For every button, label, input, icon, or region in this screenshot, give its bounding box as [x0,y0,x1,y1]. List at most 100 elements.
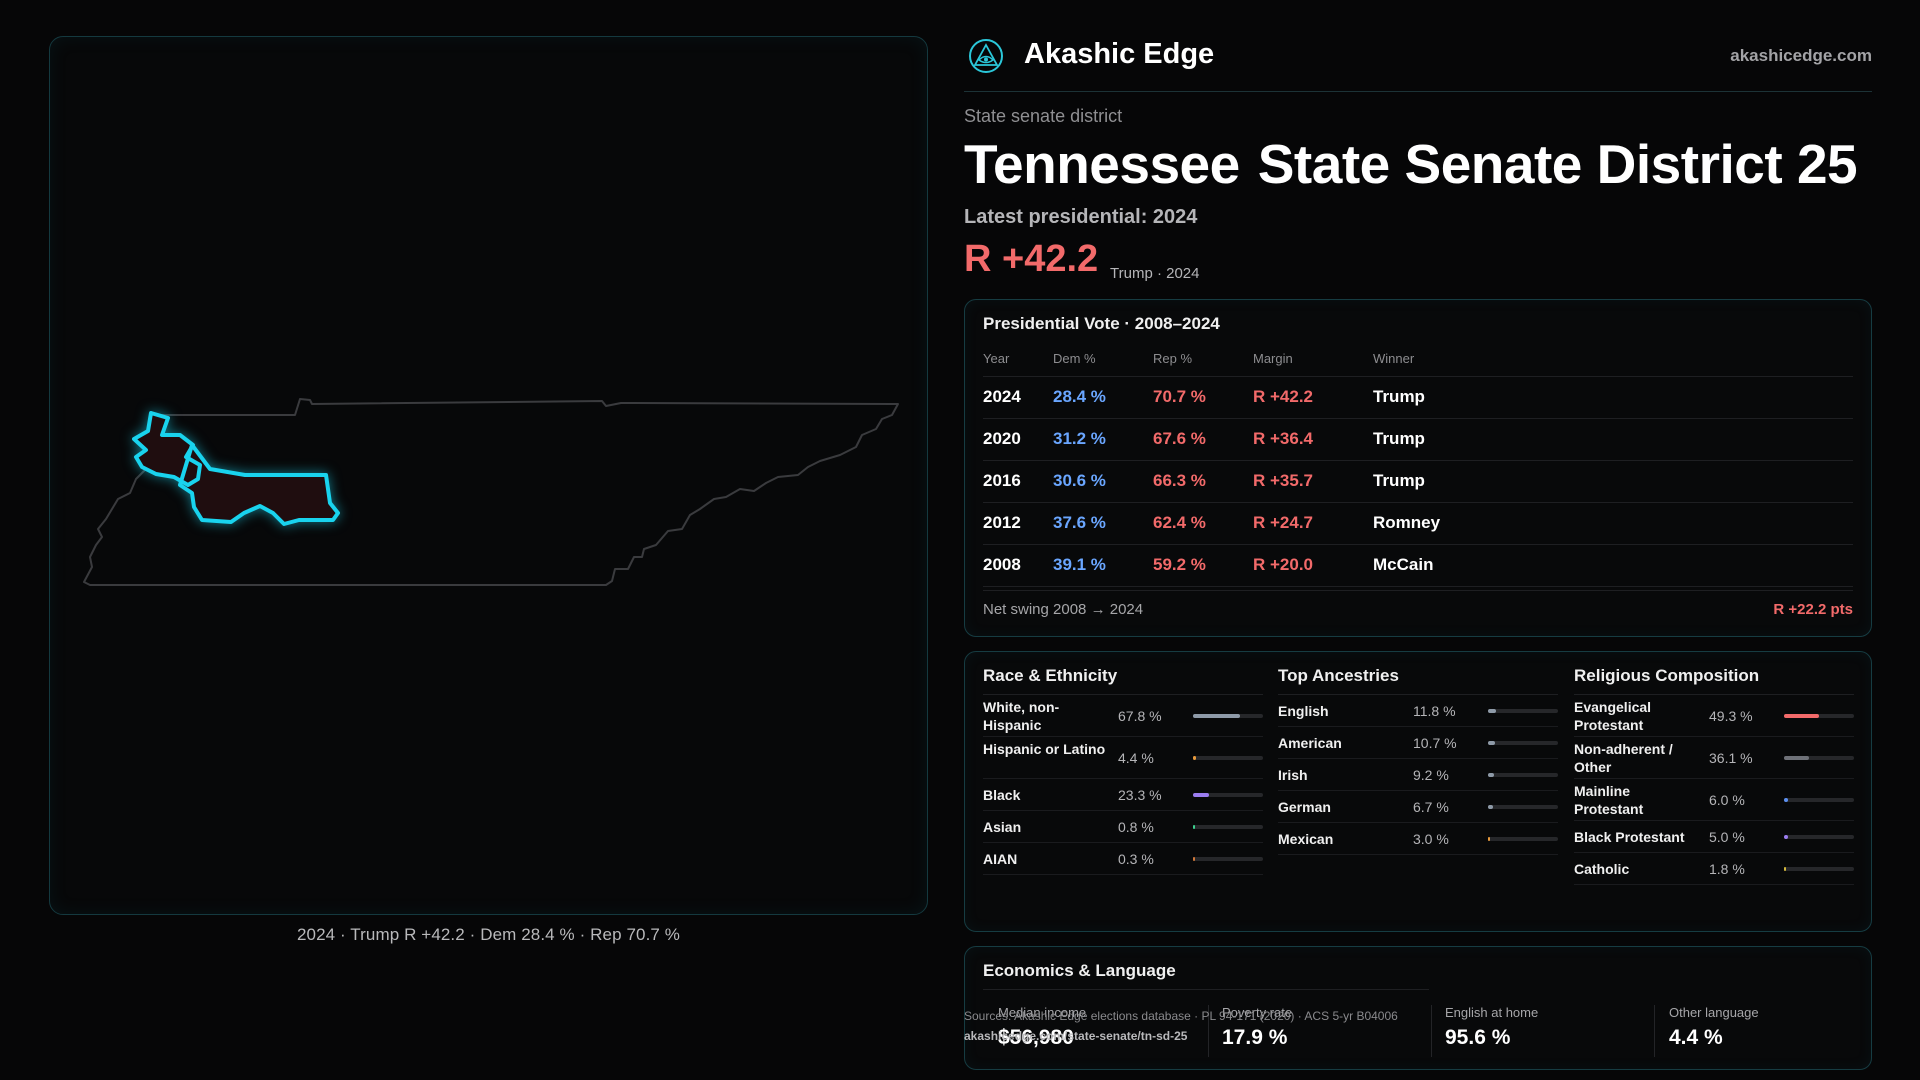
race-label: Hispanic or Latino [983,741,1106,757]
religion-label: Mainline Protestant [1574,783,1644,817]
ancestry-label: Mexican [1278,831,1334,847]
race-percent: 0.8 % [1118,819,1154,835]
net-swing: Net swing 2008 → 2024 R +22.2 pts [983,590,1853,620]
district-highlight[interactable] [132,411,340,526]
ancestry-row[interactable]: English 11.8 % [1278,695,1558,727]
table-row[interactable]: 2020 31.2 % 67.6 % R +36.4 Trump [983,418,1853,461]
latest-presidential: Latest presidential: 2024 [964,206,1198,228]
religion-bar-track [1784,756,1854,760]
source-url[interactable]: akashicedge.com/state-senate/tn-sd-25 [964,1029,1188,1043]
ancestry-bar-fill [1488,773,1495,777]
cell-winner: Trump [1373,460,1853,503]
cell-year: 2024 [983,376,1053,419]
religion-title: Religious Composition [1574,666,1760,685]
economics-card: Economics & Language Median income $56,9… [964,946,1872,1070]
cell-winner: Trump [1373,376,1853,419]
col-header-year[interactable]: Year [983,342,1053,377]
ancestry-row[interactable]: American 10.7 % [1278,727,1558,759]
ancestry-percent: 11.8 % [1413,703,1456,719]
brand-header: Akashic Edge akashicedge.com [964,32,1872,92]
religion-bar-fill [1784,756,1810,760]
table-row[interactable]: 2016 30.6 % 66.3 % R +35.7 Trump [983,460,1853,503]
race-bar-fill [1193,714,1241,718]
race-percent: 23.3 % [1118,787,1162,803]
ancestry-bar-track [1488,805,1558,809]
religion-row[interactable]: Catholic 1.8 % [1574,853,1854,885]
race-row[interactable]: White, non-Hispanic 67.8 % [983,695,1263,737]
econ-median-income: Median income $56,980 [998,1005,1086,1050]
religion-percent: 49.3 % [1709,708,1753,724]
ancestry-bar-track [1488,741,1558,745]
cell-rep: 59.2 % [1153,544,1253,587]
cell-rep: 66.3 % [1153,460,1253,503]
cell-year: 2008 [983,544,1053,587]
religion-row[interactable]: Evangelical Protestant 49.3 % [1574,695,1854,737]
religion-row[interactable]: Non-adherent / Other 36.1 % [1574,737,1854,779]
table-header-row: Year Dem % Rep % Margin Winner [983,342,1853,377]
ancestry-bar-fill [1488,709,1497,713]
economics-title: Economics & Language [983,961,1176,980]
race-row[interactable]: Asian 0.8 % [983,811,1263,843]
race-column: Race & Ethnicity White, non-Hispanic 67.8… [983,652,1263,933]
presidential-table: Year Dem % Rep % Margin Winner 2024 28.4 … [983,342,1853,587]
ancestry-bar-fill [1488,837,1491,841]
map-panel[interactable] [49,36,928,915]
ancestry-bar-track [1488,837,1558,841]
ancestry-row[interactable]: Irish 9.2 % [1278,759,1558,791]
religion-bar-track [1784,867,1854,871]
ancestry-row[interactable]: German 6.7 % [1278,791,1558,823]
col-header-margin[interactable]: Margin [1253,342,1373,377]
race-bar-fill [1193,857,1195,861]
econ-label: Other language [1669,1005,1759,1020]
cell-dem: 37.6 % [1053,502,1153,545]
race-row[interactable]: Black 23.3 % [983,779,1263,811]
table-row[interactable]: 2008 39.1 % 59.2 % R +20.0 McCain [983,544,1853,587]
race-row[interactable]: AIAN 0.3 % [983,843,1263,875]
ancestry-percent: 9.2 % [1413,767,1449,783]
net-swing-value: R +22.2 pts [1773,601,1853,618]
econ-label: English at home [1445,1005,1539,1020]
district-map[interactable] [50,37,929,916]
ancestry-bar-track [1488,773,1558,777]
econ-other-language: Other language 4.4 % [1669,1005,1759,1050]
religion-label: Evangelical Protestant [1574,699,1652,733]
brand-url[interactable]: akashicedge.com [1730,46,1872,65]
presidential-card: Presidential Vote · 2008–2024 Year Dem %… [964,299,1872,637]
ancestry-label: American [1278,735,1342,751]
religion-bar-fill [1784,798,1789,802]
col-header-winner[interactable]: Winner [1373,342,1853,377]
race-bar-track [1193,857,1263,861]
religion-label: Black Protestant [1574,829,1685,845]
triangle-eye-icon [969,39,1003,73]
religion-row[interactable]: Mainline Protestant 6.0 % [1574,779,1854,821]
race-row[interactable]: Hispanic or Latino 4.4 % [983,737,1263,779]
cell-winner: Trump [1373,418,1853,461]
religion-row[interactable]: Black Protestant 5.0 % [1574,821,1854,853]
religion-label: Non-adherent / Other [1574,741,1673,775]
religion-bar-fill [1784,835,1788,839]
cell-margin: R +35.7 [1253,460,1373,503]
cell-margin: R +36.4 [1253,418,1373,461]
religion-bar-track [1784,798,1854,802]
race-label: Asian [983,819,1022,835]
state-outline [83,398,899,586]
religion-label: Catholic [1574,861,1630,877]
religion-bar-track [1784,714,1854,718]
cell-rep: 67.6 % [1153,418,1253,461]
econ-value: 4.4 % [1669,1026,1723,1049]
race-percent: 67.8 % [1118,708,1162,724]
race-bar-track [1193,714,1263,718]
brand-name[interactable]: Akashic Edge [1024,38,1215,70]
ancestry-row[interactable]: Mexican 3.0 % [1278,823,1558,855]
col-header-dem[interactable]: Dem % [1053,342,1153,377]
religion-bar-fill [1784,867,1786,871]
margin-headline: R +42.2 [964,238,1099,280]
table-row[interactable]: 2012 37.6 % 62.4 % R +24.7 Romney [983,502,1853,545]
ancestry-label: German [1278,799,1331,815]
table-row[interactable]: 2024 28.4 % 70.7 % R +42.2 Trump [983,376,1853,419]
econ-label: Median income [998,1005,1087,1020]
religion-bar-track [1784,835,1854,839]
col-header-rep[interactable]: Rep % [1153,342,1253,377]
source-footer: Sources: Akashic Edge elections database… [964,1006,1398,1046]
ancestry-percent: 3.0 % [1413,831,1449,847]
